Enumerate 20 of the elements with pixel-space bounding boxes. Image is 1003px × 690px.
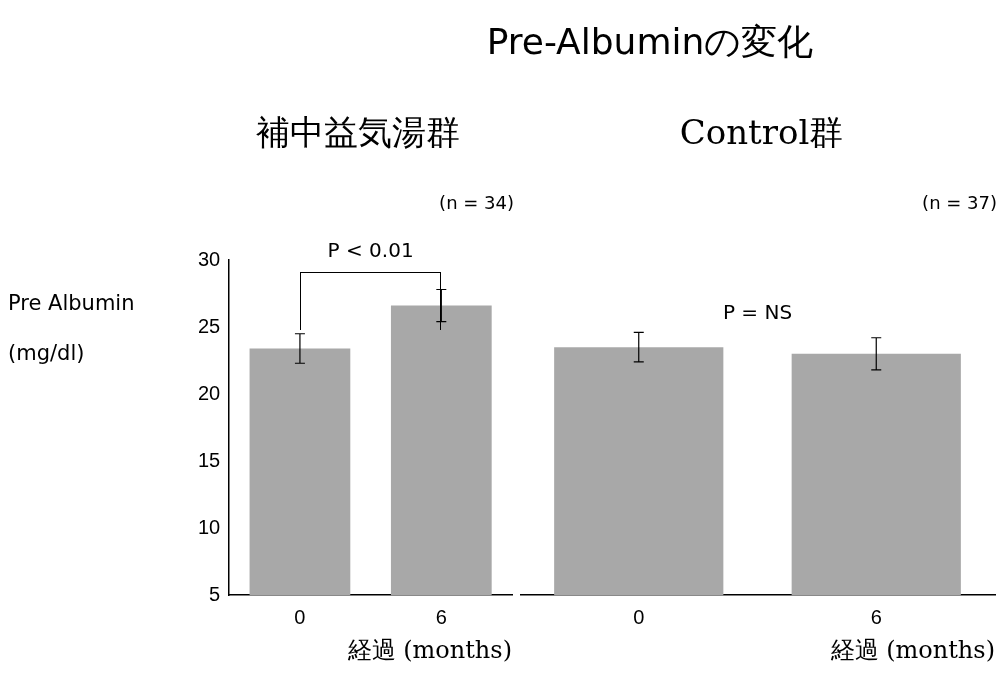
y-tick-label: 5	[209, 582, 221, 605]
x-axis-title: 経過 (months)	[346, 635, 512, 664]
annotation: P < 0.01	[327, 238, 414, 262]
x-tick-label: 6	[870, 605, 882, 628]
chart-subtitle: 補中益気湯群	[254, 111, 461, 154]
y-tick-label: 10	[198, 515, 221, 538]
text: (n = 34)	[439, 192, 514, 213]
chart-subtitle: Control群	[678, 111, 845, 154]
x-tick-label: 0	[294, 605, 306, 628]
annotation: P = NS	[722, 300, 793, 324]
y-tick-label: 20	[198, 381, 221, 404]
text: (n = 37)	[922, 192, 997, 213]
y-tick-label: 15	[198, 448, 221, 471]
text: Pre Albumin (mg/dl)	[8, 291, 135, 365]
y-tick-label: 25	[198, 314, 221, 337]
y-tick-label: 30	[198, 247, 221, 270]
x-axis-title: 経過 (months)	[829, 635, 995, 664]
x-tick-label: 0	[633, 605, 645, 628]
chart-title: Pre-Albuminの変化	[485, 20, 815, 64]
x-tick-label: 6	[435, 605, 447, 628]
